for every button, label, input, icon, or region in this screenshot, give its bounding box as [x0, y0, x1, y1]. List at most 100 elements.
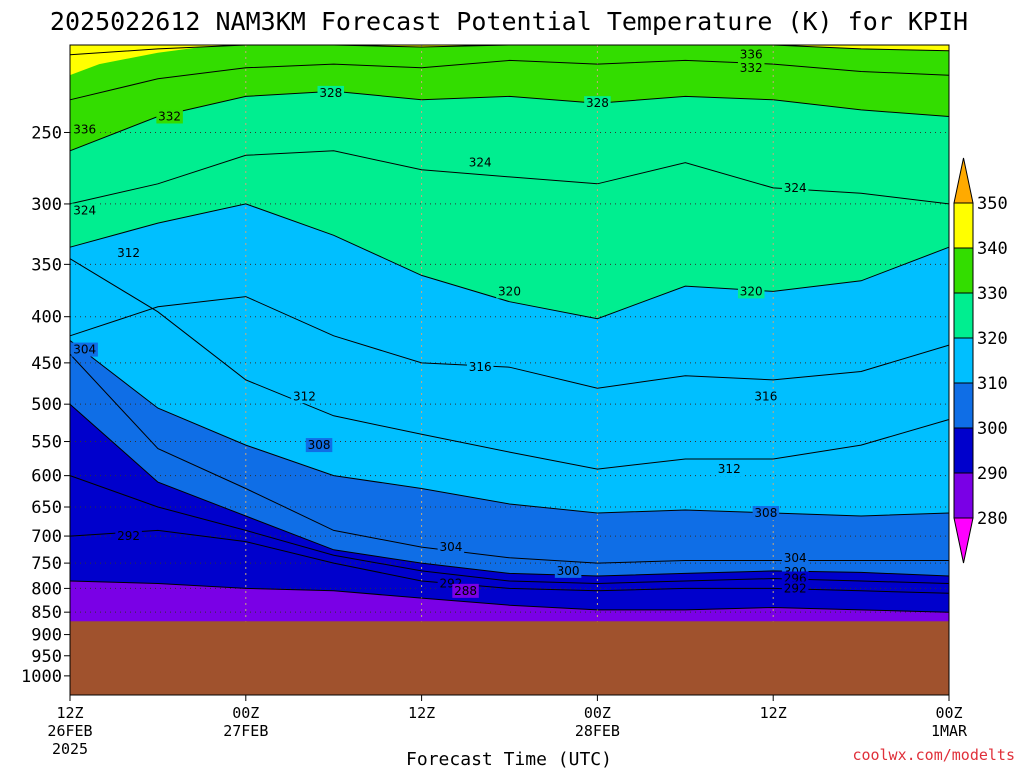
- fill-band: [70, 45, 949, 151]
- x-tick-label: 12Z: [56, 704, 83, 722]
- contour-label-bg: [466, 155, 494, 170]
- plot-area: [70, 45, 949, 695]
- plot-frame: [69, 44, 950, 696]
- contour-label-bg: [317, 85, 345, 100]
- colorbar-label: 300: [977, 419, 1008, 439]
- colorbar-segment: [953, 472, 974, 519]
- contour-label-bg: [781, 180, 809, 195]
- colorbar-label: 310: [977, 374, 1008, 394]
- y-tick-label: 950: [31, 647, 62, 667]
- contour-label: 288: [454, 584, 477, 598]
- x-tick-label: 00Z: [935, 704, 962, 722]
- contour-label: 336: [73, 122, 96, 136]
- y-tick-label: 300: [31, 195, 62, 215]
- terrain: [70, 621, 949, 695]
- contour-label: 292: [784, 581, 807, 595]
- colorbar-label: 340: [977, 239, 1008, 259]
- colorbar-segment: [953, 337, 974, 384]
- y-tick-label: 250: [31, 123, 62, 143]
- isentrope-288: [69, 580, 950, 613]
- colorbar: 280 290 300 310 320 330 340 350: [953, 157, 1008, 564]
- y-tick-label: 600: [31, 467, 62, 487]
- isentrope-316: [69, 296, 950, 389]
- y-tick-label: 750: [31, 554, 62, 574]
- contour-label: 304: [439, 540, 462, 554]
- x-tick-date: 28FEB: [575, 722, 620, 740]
- contour-label: 332: [740, 61, 763, 75]
- contour-label: 324: [469, 156, 492, 170]
- x-tick-date: 27FEB: [223, 722, 268, 740]
- y-tick-label: 500: [31, 395, 62, 415]
- y-tick-label: 900: [31, 626, 62, 646]
- terrain-fill: [70, 621, 949, 695]
- contour-label-bg: [554, 563, 582, 578]
- contour-label: 320: [740, 284, 763, 298]
- x-axis-title: Forecast Time (UTC): [406, 749, 612, 768]
- chart-title: 2025022612 NAM3KM Forecast Potential Tem…: [50, 7, 968, 36]
- contour-label-bg: [496, 284, 523, 299]
- x-tick-label: 00Z: [584, 704, 611, 722]
- y-tick-label: 550: [31, 433, 62, 453]
- contour-label-bg: [115, 529, 142, 544]
- colorbar-label: 280: [977, 509, 1008, 529]
- contour-label: 304: [784, 551, 807, 565]
- colorbar-label: 330: [977, 284, 1008, 304]
- fill-band: [70, 45, 949, 100]
- contour-label-bg: [466, 360, 494, 375]
- contour-label: 328: [319, 86, 342, 100]
- contour-label: 300: [557, 564, 580, 578]
- colorbar-segment: [953, 427, 974, 474]
- isentrope-312: [69, 258, 950, 470]
- contour-label: 308: [308, 438, 331, 452]
- contour-label-bg: [452, 583, 479, 598]
- isentrope-320: [69, 203, 950, 320]
- colorbar-segment: [953, 292, 974, 339]
- y-axis: 250 300 350 400 450 500 550 600 650 700 750 800 850 9…: [21, 123, 70, 687]
- contour-label-bg: [716, 462, 743, 477]
- x-tick-year: 2025: [52, 740, 88, 758]
- contour-label-bg: [584, 96, 611, 111]
- colorbar-arrow-top: [953, 157, 974, 204]
- isentrope-308: [69, 340, 950, 517]
- contour-label: 332: [158, 109, 181, 123]
- y-tick-label: 1000: [21, 667, 62, 687]
- contour-label-bg: [305, 438, 333, 453]
- contour-label: 324: [784, 181, 807, 195]
- colorbar-segment: [953, 202, 974, 249]
- contour-label-bg: [437, 540, 465, 555]
- credit-text: coolwx.com/modelts: [852, 746, 1015, 764]
- isentrope-332: [69, 59, 950, 101]
- contour-label: 324: [73, 203, 96, 217]
- colorbar-segment: [953, 247, 974, 294]
- contour-label: 312: [117, 246, 140, 260]
- colorbar-label: 290: [977, 464, 1008, 484]
- contour-label-bg: [71, 122, 98, 137]
- x-tick-date: 26FEB: [47, 722, 92, 740]
- x-tick-label: 00Z: [232, 704, 259, 722]
- colorbar-arrow-bottom: [953, 517, 974, 564]
- contour-label-bg: [781, 550, 809, 565]
- contour-label: 304: [73, 343, 96, 357]
- contour-label-bg: [737, 284, 765, 299]
- colorbar-label: 320: [977, 329, 1008, 349]
- contour-label-bg: [781, 581, 809, 596]
- contour-label: 336: [740, 48, 763, 62]
- contour-label-bg: [156, 109, 183, 124]
- contour-label: 312: [718, 462, 741, 476]
- contour-label: 308: [754, 506, 777, 520]
- contour-label-bg: [737, 47, 765, 62]
- y-tick-label: 400: [31, 308, 62, 328]
- contour-label-bg: [71, 203, 98, 218]
- contour-label: 316: [469, 360, 492, 374]
- contour-label-bg: [115, 245, 142, 260]
- contour-label: 292: [117, 529, 140, 543]
- contour-label-bg: [737, 60, 765, 75]
- y-tick-label: 850: [31, 603, 62, 623]
- y-tick-label: 650: [31, 498, 62, 518]
- x-tick-label: 12Z: [408, 704, 435, 722]
- y-tick-label: 700: [31, 527, 62, 547]
- isentrope-328: [69, 90, 950, 152]
- contour-label: 316: [754, 389, 777, 403]
